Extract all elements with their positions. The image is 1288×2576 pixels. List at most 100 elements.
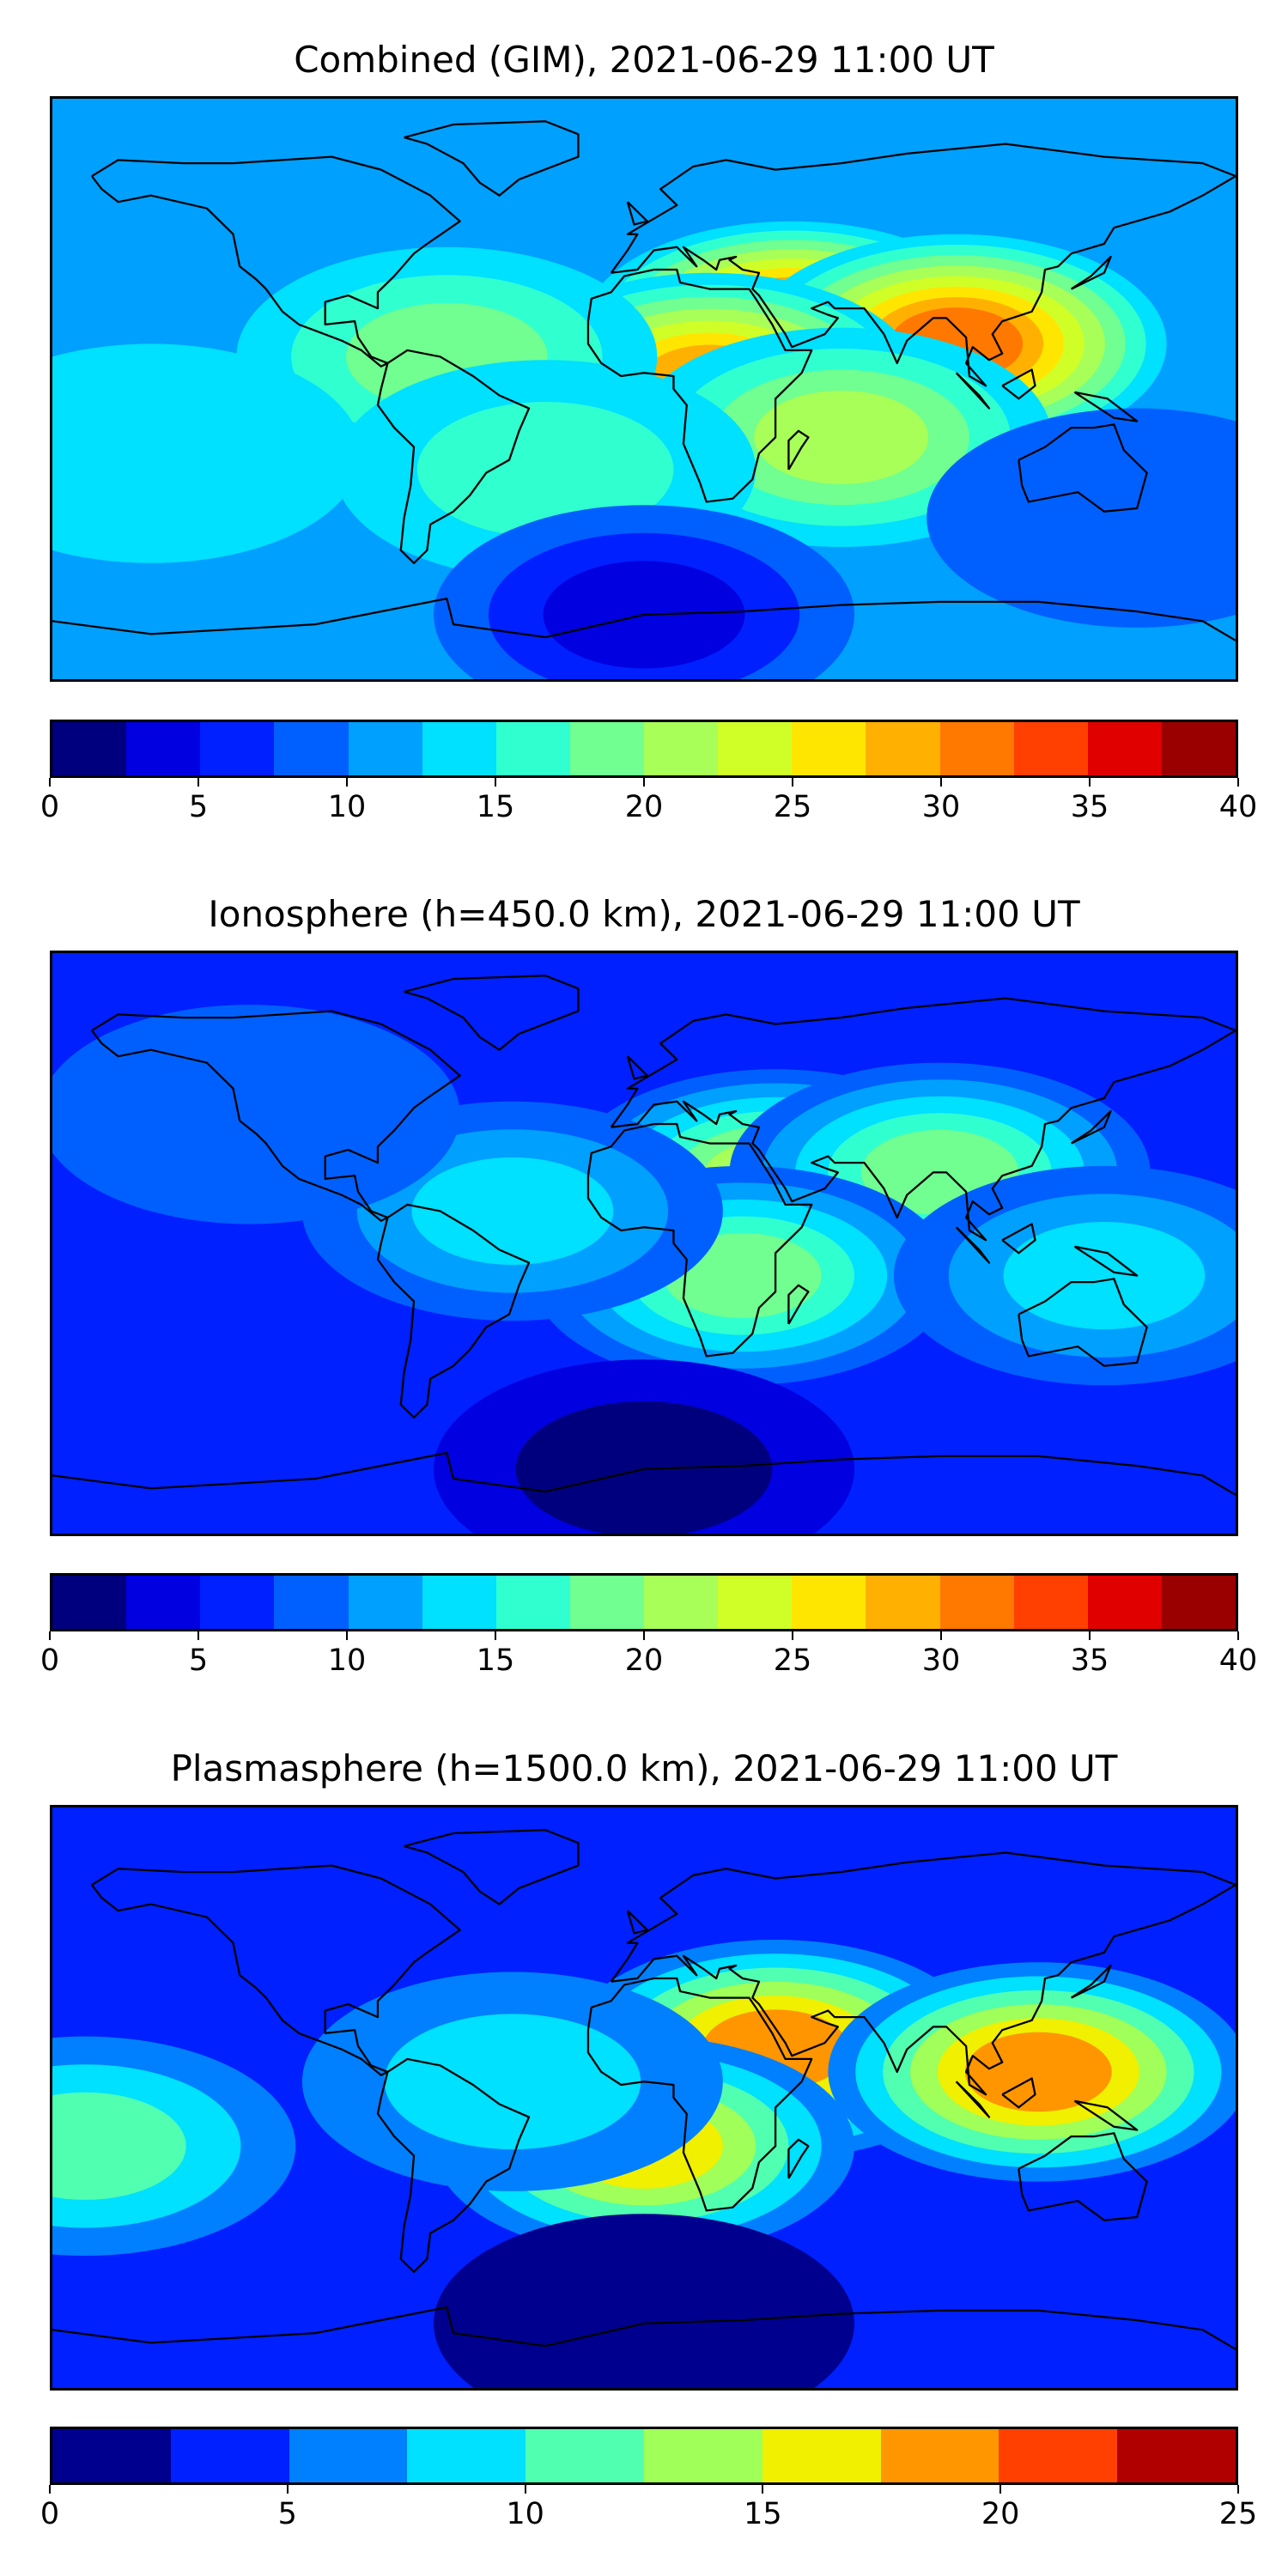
tick-label: 30	[921, 1643, 961, 1678]
tick-mark	[1237, 778, 1239, 787]
coastline	[1073, 391, 1139, 422]
colorbar-segment	[939, 1576, 1014, 1629]
coastline	[52, 1451, 1236, 1496]
tick-mark	[197, 778, 199, 787]
colorbar-segment	[126, 1576, 201, 1629]
tick-label: 10	[506, 2497, 544, 2531]
tick-label: 20	[981, 2497, 1020, 2531]
colorbar-segment	[880, 2429, 999, 2482]
tick-label: 0	[39, 790, 60, 824]
heatmap-map	[50, 96, 1238, 682]
colorbar-segment	[999, 2429, 1118, 2482]
colorbar-ticks: 0 5 10 15 20 25 30 35 40	[40, 1631, 1257, 1683]
coastline	[787, 1284, 810, 1325]
coastline	[376, 1203, 531, 1419]
coastline	[955, 372, 991, 410]
tick-label: 10	[327, 1643, 367, 1678]
tick-mark	[49, 778, 51, 787]
tick-mark	[792, 778, 793, 787]
coastline	[1018, 2132, 1148, 2221]
colorbar-segment	[348, 722, 422, 775]
tick-label: 40	[1218, 1643, 1258, 1678]
heatmap-cell	[893, 1165, 1236, 1386]
coastline	[586, 1977, 813, 2212]
colorbar-segment	[422, 722, 496, 775]
contour-level	[927, 408, 1236, 628]
tick-mark	[495, 1631, 496, 1640]
tick-mark	[940, 778, 942, 787]
colorbar-segment	[792, 722, 866, 775]
colorbar-segment	[526, 2429, 644, 2482]
colorbar-segment	[762, 2429, 881, 2482]
tick-label: 20	[624, 1643, 664, 1678]
tick-mark	[49, 1631, 51, 1640]
heatmap-cell	[52, 2036, 296, 2256]
tick-mark	[940, 1631, 942, 1640]
coastline	[626, 1910, 648, 1935]
tick-label: 5	[188, 1643, 209, 1678]
contour-level	[52, 2092, 186, 2200]
heatmap-cell	[301, 1971, 723, 2191]
tick-label: 40	[1218, 790, 1258, 824]
colorbar-segment	[200, 722, 275, 775]
colorbar-segment	[52, 1576, 127, 1629]
coastline	[1001, 1223, 1036, 1255]
tick-label: 15	[744, 2497, 782, 2531]
tick-mark	[1237, 1631, 1239, 1640]
colorbar-segment	[1013, 722, 1088, 775]
colorbar-ticks: 0 5 10 15 20 25	[40, 2485, 1257, 2537]
tick-mark	[346, 1631, 348, 1640]
heatmap-cell	[52, 343, 361, 563]
coastline	[1073, 1245, 1139, 1277]
colorbar-segment	[170, 2429, 289, 2482]
colorbar-segment	[495, 722, 570, 775]
contour-level	[964, 2032, 1112, 2112]
coastline	[404, 120, 580, 197]
tick-label: 35	[1070, 790, 1109, 824]
coastline	[91, 1864, 461, 2076]
coastline	[955, 2081, 991, 2118]
tick-label: 10	[327, 790, 367, 824]
colorbar-segment	[1087, 1576, 1162, 1629]
tick-label: 5	[188, 790, 209, 824]
coastline	[610, 997, 1236, 1242]
tick-mark	[999, 2485, 1002, 2494]
coastline	[52, 597, 1236, 641]
colorbar	[50, 1573, 1238, 1631]
coastline	[586, 1122, 813, 1358]
coastline	[787, 2138, 810, 2179]
colorbar-segment	[495, 1576, 570, 1629]
coastline	[1001, 2077, 1036, 2109]
coastline	[376, 349, 531, 564]
coastline	[404, 1829, 580, 1905]
tick-mark	[1089, 1631, 1091, 1640]
colorbar-segment	[1117, 2429, 1236, 2482]
contour-level	[416, 402, 674, 538]
coastline	[787, 429, 810, 471]
tick-label: 25	[1218, 2497, 1258, 2531]
colorbar-segment	[348, 1576, 422, 1629]
coastline	[586, 268, 813, 503]
coastline	[1018, 423, 1148, 513]
coastline	[1001, 368, 1036, 400]
coastline	[1070, 255, 1112, 290]
tick-mark	[495, 778, 496, 787]
tick-label: 20	[624, 790, 664, 824]
tick-mark	[197, 1631, 199, 1640]
tick-label: 0	[39, 1643, 60, 1678]
tick-mark	[524, 2485, 526, 2494]
tick-mark	[346, 778, 348, 787]
colorbar-segment	[866, 1576, 940, 1629]
colorbar-segment	[1161, 1576, 1236, 1629]
tick-mark	[643, 778, 645, 787]
tick-mark	[1237, 2485, 1239, 2494]
chart-title: Combined (GIM), 2021-06-29 11:00 UT	[294, 39, 994, 81]
tick-mark	[643, 1631, 645, 1640]
colorbar	[50, 720, 1238, 778]
colorbar-segment	[274, 722, 349, 775]
tick-mark	[49, 2485, 51, 2494]
heatmap-cell	[927, 408, 1236, 628]
coastline	[1070, 1109, 1112, 1145]
colorbar-segment	[644, 1576, 719, 1629]
coastline	[626, 201, 648, 226]
